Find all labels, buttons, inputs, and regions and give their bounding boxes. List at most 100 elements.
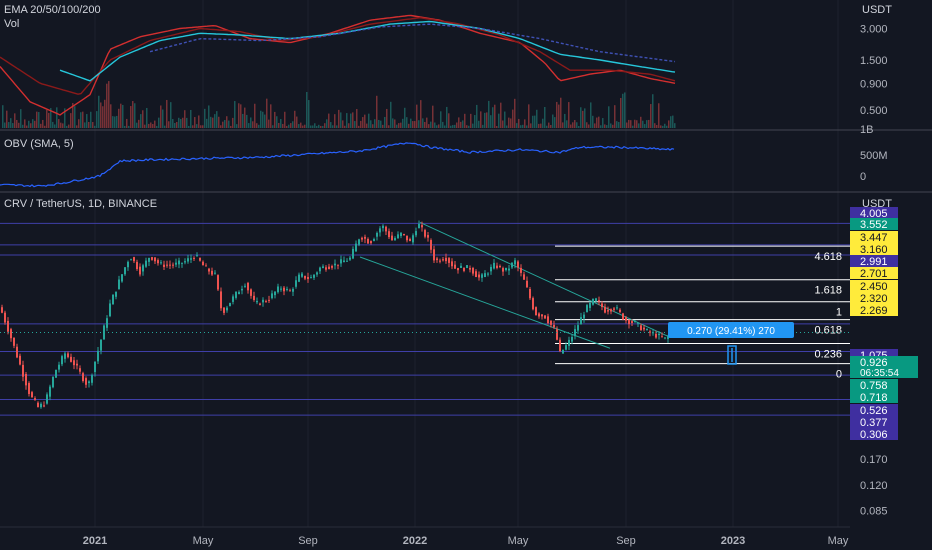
volume-bar <box>8 122 10 128</box>
volume-bar <box>372 124 374 128</box>
candle-body <box>589 302 591 308</box>
volume-bar <box>24 119 26 128</box>
candle-body <box>502 268 504 272</box>
candle-body <box>586 305 588 313</box>
symbol-label[interactable]: CRV / TetherUS, 1D, BINANCE <box>4 198 158 210</box>
volume-bar <box>314 123 316 128</box>
time-axis-tick: 2021 <box>83 535 107 547</box>
volume-bar <box>484 112 486 128</box>
candle-body <box>604 306 606 313</box>
volume-bar <box>62 123 64 128</box>
candle-body <box>178 260 180 265</box>
candle-body <box>553 324 555 328</box>
candle-body <box>361 237 363 240</box>
candle-body <box>643 327 645 330</box>
candle-body <box>328 266 330 270</box>
price-axis-tick: 0.170 <box>860 454 888 466</box>
volume-bar <box>550 124 552 128</box>
volume-bar <box>248 123 250 128</box>
candle-body <box>274 291 276 296</box>
volume-bar <box>470 113 472 128</box>
price-badge <box>850 218 898 230</box>
volume-bar <box>428 124 430 128</box>
candle-body <box>529 289 531 299</box>
volume-bar <box>542 118 544 128</box>
candle-body <box>37 402 39 407</box>
volume-bar <box>2 105 4 128</box>
candle-body <box>61 356 63 365</box>
volume-bar <box>330 122 332 128</box>
measure-arrow[interactable] <box>727 345 737 365</box>
candle-body <box>319 267 321 272</box>
volume-bar <box>202 125 204 128</box>
ema-indicator-label[interactable]: EMA 20/50/100/200 <box>4 4 101 16</box>
obv-pane[interactable] <box>0 142 675 188</box>
volume-indicator-label[interactable]: Vol <box>4 18 20 30</box>
volume-bar <box>220 125 222 128</box>
price-badge-label: 2.450 <box>860 281 888 293</box>
time-axis-tick: May <box>828 535 849 547</box>
volume-bar <box>370 120 372 128</box>
volume-bar <box>638 123 640 128</box>
volume-bar <box>204 108 206 128</box>
volume-bar <box>374 119 376 128</box>
candle-body <box>436 258 438 261</box>
volume-bar <box>390 101 392 128</box>
volume-bar <box>340 112 342 128</box>
candle-body <box>583 314 585 319</box>
candle-body <box>409 239 411 242</box>
candle-body <box>286 288 288 290</box>
candle-body <box>559 339 561 351</box>
volume-bar <box>40 123 42 128</box>
candle-body <box>334 263 336 266</box>
price-badge-label: 2.701 <box>860 268 888 280</box>
volume-bar <box>20 109 22 128</box>
price-badge-label: 0.526 <box>860 405 888 417</box>
candle-body <box>112 294 114 305</box>
candle-body <box>487 273 489 275</box>
volume-bar <box>514 98 516 128</box>
candle-body <box>172 264 174 266</box>
volume-bar <box>184 110 186 128</box>
volume-bar <box>118 108 120 128</box>
candle-body <box>199 258 201 261</box>
candle-body <box>523 274 525 280</box>
candle-body <box>412 235 414 243</box>
top-currency-label: USDT <box>862 4 892 16</box>
volume-bar <box>644 124 646 128</box>
volume-bar <box>308 100 310 128</box>
volume-bar <box>400 122 402 128</box>
volume-bar <box>596 117 598 128</box>
volume-bar <box>356 109 358 128</box>
volume-bar <box>74 106 76 128</box>
price-pane[interactable]: 4.618 1.618 1 0.618 0.236 0 0.270 (29.41%) 270 <box>0 220 850 416</box>
volume-bar <box>264 114 266 128</box>
volume-bar <box>450 125 452 128</box>
ema-axis-tick: 0.500 <box>860 105 888 117</box>
volume-bar <box>286 125 288 128</box>
volume-bar <box>662 125 664 128</box>
candle-body <box>127 261 129 268</box>
candle-body <box>331 265 333 268</box>
candle-body <box>637 322 639 324</box>
candle-body <box>73 360 75 366</box>
volume-bar <box>528 104 530 128</box>
price-badge <box>850 391 898 403</box>
measure-label-box[interactable] <box>668 322 794 338</box>
volume-bar <box>110 104 112 128</box>
volume-bar <box>260 110 262 128</box>
ema-axis-tick: 1B <box>860 124 873 136</box>
volume-bar <box>354 121 356 128</box>
candle-body <box>580 317 582 325</box>
volume-bar <box>566 120 568 128</box>
volume-bar <box>518 118 520 128</box>
obv-indicator-label[interactable]: OBV (SMA, 5) <box>4 138 74 150</box>
volume-bar <box>164 125 166 128</box>
trend-line-lower[interactable] <box>359 256 611 349</box>
volume-bar <box>106 83 108 128</box>
volume-bar <box>306 91 308 128</box>
candle-body <box>196 255 198 257</box>
candle-body <box>415 231 417 236</box>
ema-volume-pane[interactable] <box>0 14 676 129</box>
